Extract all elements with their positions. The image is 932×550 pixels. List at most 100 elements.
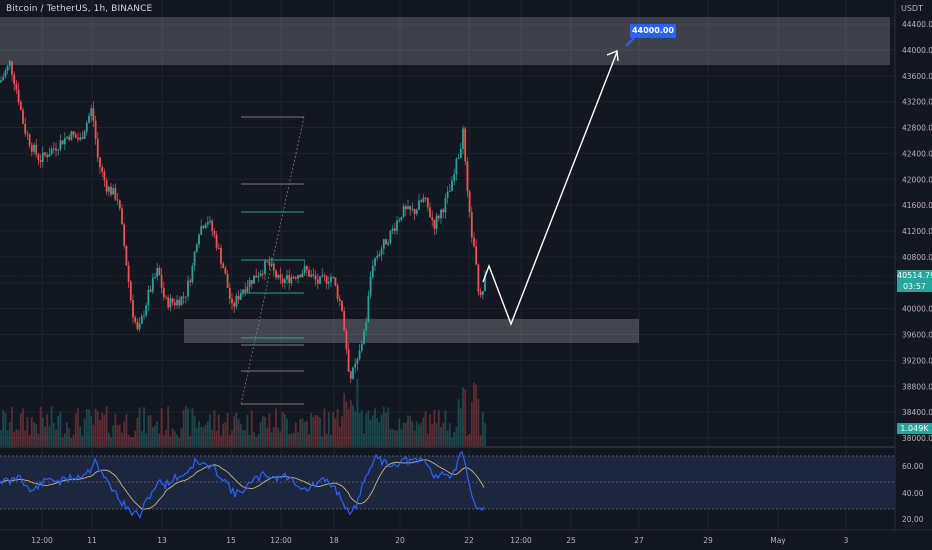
time-axis-label: 12:00: [31, 536, 53, 545]
volume-bar: [376, 418, 379, 446]
candle-body: [389, 230, 392, 243]
price-axis-label: 43600.00: [902, 72, 932, 81]
volume-bar: [369, 419, 372, 446]
candle-body: [336, 285, 339, 299]
volume-bar: [250, 410, 253, 446]
candle-body: [387, 242, 390, 245]
current-price-value: 40514.79: [897, 271, 932, 280]
volume-bar: [189, 435, 192, 446]
candle-body: [235, 295, 238, 307]
symbol-title[interactable]: Bitcoin / TetherUS, 1h, BINANCE: [6, 4, 153, 14]
volume-bar: [22, 408, 24, 446]
candle-body: [200, 226, 203, 235]
candle-body: [305, 266, 308, 271]
volume-bar: [74, 413, 77, 446]
candle-body: [415, 209, 418, 215]
candle-body: [99, 157, 101, 168]
candle-body: [321, 275, 324, 277]
candle-body: [167, 297, 170, 308]
candle-body: [294, 277, 297, 279]
price-axis-label: 43200.00: [902, 98, 932, 107]
resistance-zone: [0, 17, 890, 65]
volume-bar: [68, 428, 71, 446]
volume-bar: [145, 432, 148, 446]
candle-body: [338, 298, 341, 301]
candle-body: [103, 171, 106, 181]
volume-bar: [444, 410, 447, 446]
candle-body: [61, 140, 64, 145]
candle-body: [407, 206, 409, 209]
candle-body: [77, 137, 79, 140]
time-axis-label: 20: [395, 536, 405, 545]
volume-bar: [281, 411, 284, 446]
volume-bar: [101, 412, 104, 446]
candle-body: [154, 276, 156, 278]
volume-bar: [55, 429, 57, 446]
rsi-axis[interactable]: 60.00 40.00 20.00: [902, 462, 924, 524]
candle-body: [55, 148, 57, 151]
volume-bar: [180, 428, 183, 446]
candle-body: [147, 289, 150, 306]
price-axis-label: 40800.00: [902, 253, 932, 262]
candle-body: [446, 191, 449, 199]
volume-bar: [468, 434, 471, 446]
time-axis-label: May: [770, 536, 786, 545]
volume-bar: [272, 427, 275, 446]
fib-retracement: [240, 116, 305, 405]
volume-bar: [90, 416, 93, 446]
candle-body: [180, 296, 183, 306]
candle-body: [363, 330, 365, 344]
volume-bar: [336, 409, 339, 446]
candle-body: [162, 287, 165, 298]
volume-bar: [88, 409, 90, 446]
rsi-indicator: [0, 450, 485, 520]
candle-body: [345, 330, 348, 350]
candle-body: [121, 208, 123, 225]
candle-body: [239, 293, 242, 300]
volume-bar: [407, 415, 409, 446]
volume-bar: [162, 435, 165, 446]
volume-bar: [26, 417, 29, 446]
volume-bar: [400, 429, 403, 446]
candle-body: [352, 367, 354, 379]
candle-body: [466, 161, 469, 192]
candle-body: [440, 209, 442, 219]
candle-body: [290, 276, 293, 284]
candle-body: [33, 144, 35, 152]
volume-bar: [28, 435, 31, 446]
candlesticks: [0, 60, 486, 383]
volume-bar: [319, 417, 321, 446]
volume-bar: [325, 433, 328, 446]
candle-body: [257, 276, 260, 278]
candle-body: [327, 282, 330, 284]
candle-body: [39, 160, 42, 163]
candle-body: [24, 123, 27, 134]
target-price-label[interactable]: 44000.00: [630, 24, 676, 38]
volume-bar: [246, 414, 249, 446]
volume-bar: [321, 436, 324, 446]
candle-body: [187, 280, 189, 297]
target-pointer: [625, 37, 635, 47]
candle-body: [367, 295, 370, 322]
candle-body: [226, 273, 229, 288]
candle-body: [246, 286, 249, 292]
price-axis[interactable]: 44400.00 44000.00 43600.00 43200.00 42800.00…: [902, 20, 932, 443]
candle-body: [404, 206, 407, 209]
candle-body: [169, 298, 172, 308]
candle-body: [85, 122, 88, 132]
candle-body: [145, 305, 148, 316]
volume-bar: [446, 430, 449, 446]
time-axis-label: 12:00: [510, 536, 532, 545]
candle-body: [477, 264, 480, 292]
volume-bar: [70, 437, 73, 446]
candle-body: [310, 274, 313, 277]
candle-body: [385, 239, 387, 245]
candle-body: [468, 191, 471, 213]
volume-bar: [409, 416, 412, 446]
time-axis[interactable]: 12:00 11 13 15 12:00 18 20 22 12:00 25 27 29 May 3: [31, 536, 848, 545]
volume-bar: [30, 417, 33, 446]
candle-body: [222, 263, 225, 269]
candle-body: [189, 280, 192, 283]
volume-bar: [429, 414, 431, 446]
